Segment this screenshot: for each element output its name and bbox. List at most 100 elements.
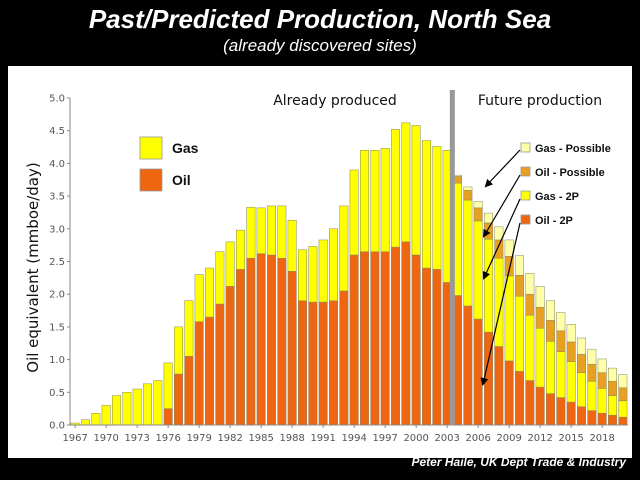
y-tick-label: 5.0 bbox=[49, 94, 65, 105]
production-divider bbox=[449, 90, 455, 425]
bar-gas-possible-2020 bbox=[618, 374, 628, 388]
bar-gas-1987 bbox=[277, 205, 287, 259]
bar-gas-1999 bbox=[401, 122, 411, 243]
bar-gas-2p-2015 bbox=[566, 361, 576, 403]
bar-oil-1978 bbox=[184, 356, 194, 426]
bar-oil-possible-2013 bbox=[546, 320, 555, 342]
bar-oil-2p-2019 bbox=[608, 414, 617, 426]
x-tick-label: 2018 bbox=[589, 433, 614, 444]
legend-swatch-oil-2p bbox=[520, 214, 531, 225]
bar-oil-1992 bbox=[329, 300, 338, 426]
bar-oil-1985 bbox=[256, 253, 266, 426]
bar-oil-2p-2010 bbox=[515, 371, 524, 426]
bar-gas-2p-2017 bbox=[587, 380, 597, 411]
bar-gas-1988 bbox=[287, 220, 297, 272]
bar-gas-1971 bbox=[112, 395, 121, 426]
bar-gas-1990 bbox=[308, 246, 318, 303]
bar-gas-1985 bbox=[256, 207, 266, 254]
legend-label-oil: Oil bbox=[172, 172, 191, 188]
arrow-oil-possible bbox=[482, 174, 521, 238]
bar-oil-possible-2015 bbox=[566, 341, 576, 362]
bar-gas-possible-2013 bbox=[546, 300, 555, 321]
bar-oil-1988 bbox=[287, 271, 297, 426]
bar-gas-2p-2010 bbox=[515, 295, 524, 372]
bar-oil-2p-2015 bbox=[566, 401, 576, 426]
x-tick-label: 1973 bbox=[124, 433, 149, 444]
bar-gas-2p-2020 bbox=[618, 400, 628, 418]
bar-oil-1990 bbox=[308, 301, 318, 426]
bar-gas-2p-2018 bbox=[597, 388, 607, 414]
bar-oil-possible-2017 bbox=[587, 363, 597, 382]
bar-gas-1992 bbox=[329, 228, 338, 301]
bar-gas-2001 bbox=[422, 140, 431, 269]
legend-swatch-oil-possible bbox=[520, 166, 531, 177]
arrow-gas-possible bbox=[484, 149, 521, 188]
bar-gas-2000 bbox=[411, 125, 421, 256]
bar-oil-1994 bbox=[349, 254, 359, 426]
divider-layer bbox=[449, 90, 455, 425]
bar-gas-1972 bbox=[122, 392, 132, 426]
bar-oil-possible-2006 bbox=[473, 207, 483, 222]
bar-gas-1980 bbox=[205, 267, 214, 318]
x-tick-label: 1970 bbox=[93, 433, 118, 444]
bar-oil-2p-2006 bbox=[473, 318, 483, 426]
bar-gas-1989 bbox=[298, 249, 307, 301]
x-tick-label: 1979 bbox=[186, 433, 211, 444]
bar-oil-2p-2020 bbox=[618, 416, 628, 426]
bar-gas-possible-2005 bbox=[463, 186, 473, 191]
x-tick-label: 2000 bbox=[403, 433, 428, 444]
bar-oil-2p-2011 bbox=[525, 380, 535, 426]
bar-oil-possible-2019 bbox=[608, 380, 617, 396]
arrow-oil-2p bbox=[480, 222, 521, 386]
legend-label-gas-possible: Gas - Possible bbox=[535, 143, 611, 155]
bar-oil-possible-2018 bbox=[597, 372, 607, 389]
bar-gas-1986 bbox=[267, 205, 276, 256]
bar-oil-1977 bbox=[174, 373, 183, 426]
bar-gas-1973 bbox=[132, 388, 142, 426]
bar-gas-1976 bbox=[163, 362, 173, 409]
bar-gas-1984 bbox=[246, 206, 256, 259]
legend-label-gas-2p: Gas - 2P bbox=[535, 191, 579, 203]
bar-oil-1983 bbox=[236, 269, 245, 426]
bar-oil-1979 bbox=[194, 321, 204, 426]
region-label-produced: Already produced bbox=[273, 93, 397, 109]
bar-oil-2p-2005 bbox=[463, 305, 473, 426]
chart-subtitle: (already discovered sites) bbox=[223, 36, 417, 55]
bar-oil-1980 bbox=[205, 316, 214, 426]
bars-layer bbox=[70, 122, 628, 426]
bar-oil-possible-2014 bbox=[556, 330, 566, 353]
bar-gas-2p-2019 bbox=[608, 395, 617, 416]
bar-gas-possible-2014 bbox=[556, 312, 566, 332]
y-tick-label: 0.5 bbox=[49, 388, 65, 399]
bar-oil-1982 bbox=[225, 286, 235, 426]
y-tick-label: 4.5 bbox=[49, 126, 65, 137]
bar-gas-possible-2018 bbox=[597, 358, 607, 373]
bar-oil-2002 bbox=[432, 269, 442, 426]
bar-gas-1994 bbox=[349, 169, 359, 256]
bar-gas-1983 bbox=[236, 229, 245, 270]
legend-layer: Gas Oil Gas - Possible Oil - Possible Gas - … bbox=[139, 136, 611, 227]
x-tick-label: 1988 bbox=[279, 433, 304, 444]
bar-gas-2p-2013 bbox=[546, 341, 555, 394]
bar-oil-possible-2010 bbox=[515, 274, 524, 297]
bar-oil-possible-2016 bbox=[577, 354, 586, 373]
legend-label-oil-2p: Oil - 2P bbox=[535, 215, 573, 227]
bar-oil-1993 bbox=[339, 290, 349, 426]
x-tick-label: 1967 bbox=[62, 433, 87, 444]
bar-gas-2p-2016 bbox=[577, 372, 586, 407]
bar-gas-2p-2011 bbox=[525, 314, 535, 381]
bar-oil-1987 bbox=[277, 257, 287, 426]
x-tick-label: 1997 bbox=[372, 433, 397, 444]
bar-gas-1978 bbox=[184, 300, 194, 357]
bar-oil-1976 bbox=[163, 408, 173, 426]
bar-gas-2p-2014 bbox=[556, 351, 566, 398]
bar-oil-2p-2009 bbox=[504, 360, 514, 426]
x-tick-label: 2003 bbox=[434, 433, 459, 444]
source-credit: Peter Haile, UK Dept Trade & Industry bbox=[411, 455, 627, 469]
bar-gas-1998 bbox=[391, 129, 400, 248]
bar-oil-possible-2005 bbox=[463, 189, 473, 201]
bar-oil-2p-2012 bbox=[535, 386, 545, 426]
bar-gas-possible-2010 bbox=[515, 255, 524, 276]
bar-oil-1995 bbox=[360, 251, 369, 426]
bar-oil-1986 bbox=[267, 254, 276, 426]
